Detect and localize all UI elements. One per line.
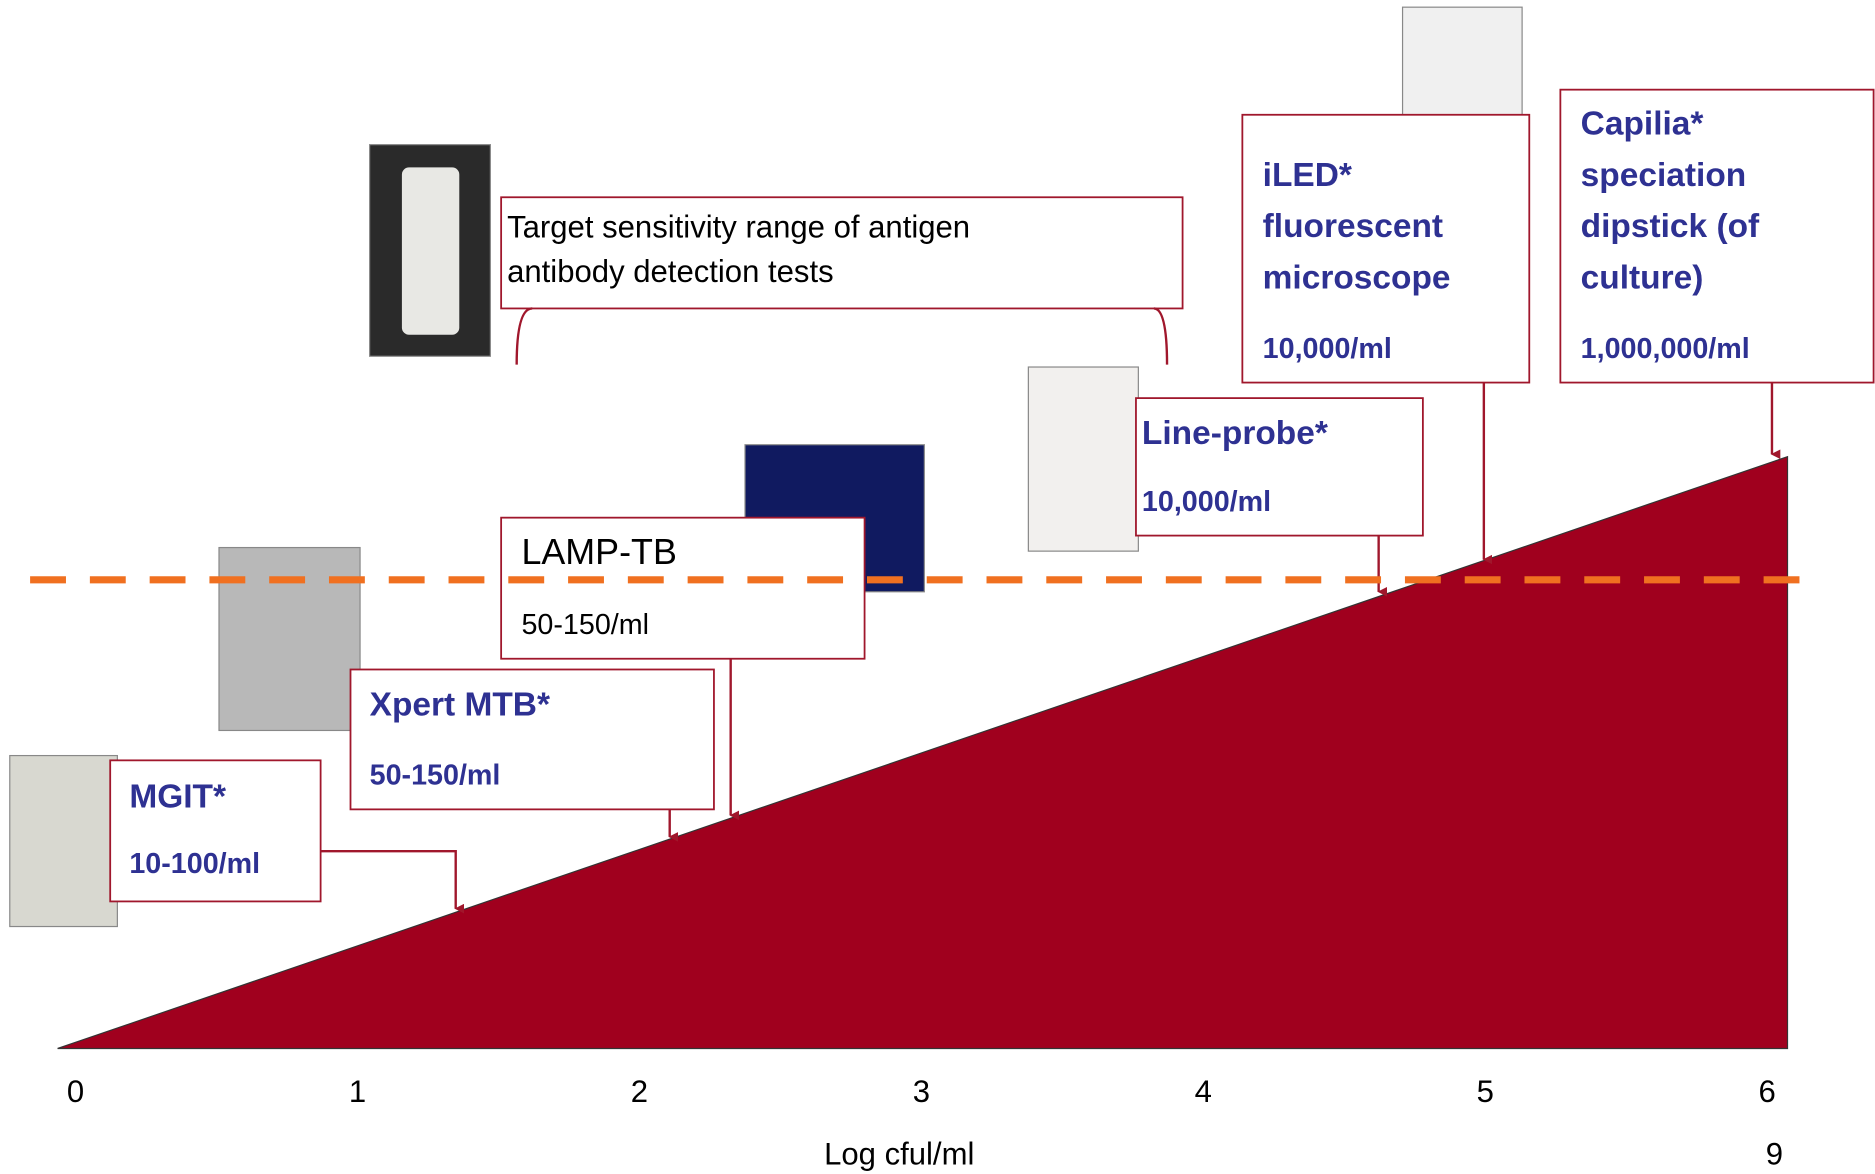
axis-ticks: 0 1 2 3 4 5 6: [67, 1074, 1776, 1109]
axis-tick-label: 5: [1477, 1074, 1494, 1109]
test-sensitivity: 50-150/ml: [370, 760, 501, 792]
test-name: culture): [1581, 260, 1704, 297]
test-sensitivity: 10-100/ml: [129, 848, 260, 880]
test-sensitivity: 10,000/ml: [1142, 486, 1271, 518]
page: Target sensitivity range of antigen anti…: [0, 0, 1875, 1174]
test-name: dipstick (of: [1581, 208, 1760, 245]
test-sensitivity: 50-150/ml: [521, 609, 649, 641]
line-probe-image: [1028, 367, 1138, 551]
test-name: Capilia*: [1581, 105, 1704, 142]
slide: Target sensitivity range of antigen anti…: [0, 0, 1875, 1174]
test-name: LAMP-TB: [521, 532, 676, 572]
test-sensitivity: 10,000/ml: [1263, 333, 1392, 365]
test-name: MGIT*: [129, 778, 226, 815]
axis-label: Log cful/ml: [824, 1136, 974, 1171]
axis-tick-label: 6: [1759, 1074, 1776, 1109]
test-name: Line-probe*: [1142, 415, 1328, 452]
test-strip: [402, 167, 459, 334]
test-name: iLED*: [1263, 157, 1352, 194]
test-name: fluorescent: [1263, 208, 1443, 245]
test-sensitivity: 1,000,000/ml: [1581, 333, 1750, 365]
xpert-image: [219, 548, 360, 731]
axis-tick-label: 3: [913, 1074, 930, 1109]
test-name: Xpert MTB*: [370, 686, 550, 723]
page-number: 9: [1766, 1136, 1783, 1171]
brace: [517, 308, 1167, 364]
axis-tick-label: 4: [1195, 1074, 1212, 1109]
test-name: speciation: [1581, 157, 1747, 194]
test-name: microscope: [1263, 260, 1451, 297]
target-text: antibody detection tests: [507, 254, 834, 289]
axis-tick-label: 0: [67, 1074, 84, 1109]
target-text: Target sensitivity range of antigen: [507, 210, 970, 245]
mgit-image: [10, 756, 118, 927]
axis-tick-label: 2: [631, 1074, 648, 1109]
arrow: [321, 851, 456, 908]
axis-tick-label: 1: [349, 1074, 366, 1109]
